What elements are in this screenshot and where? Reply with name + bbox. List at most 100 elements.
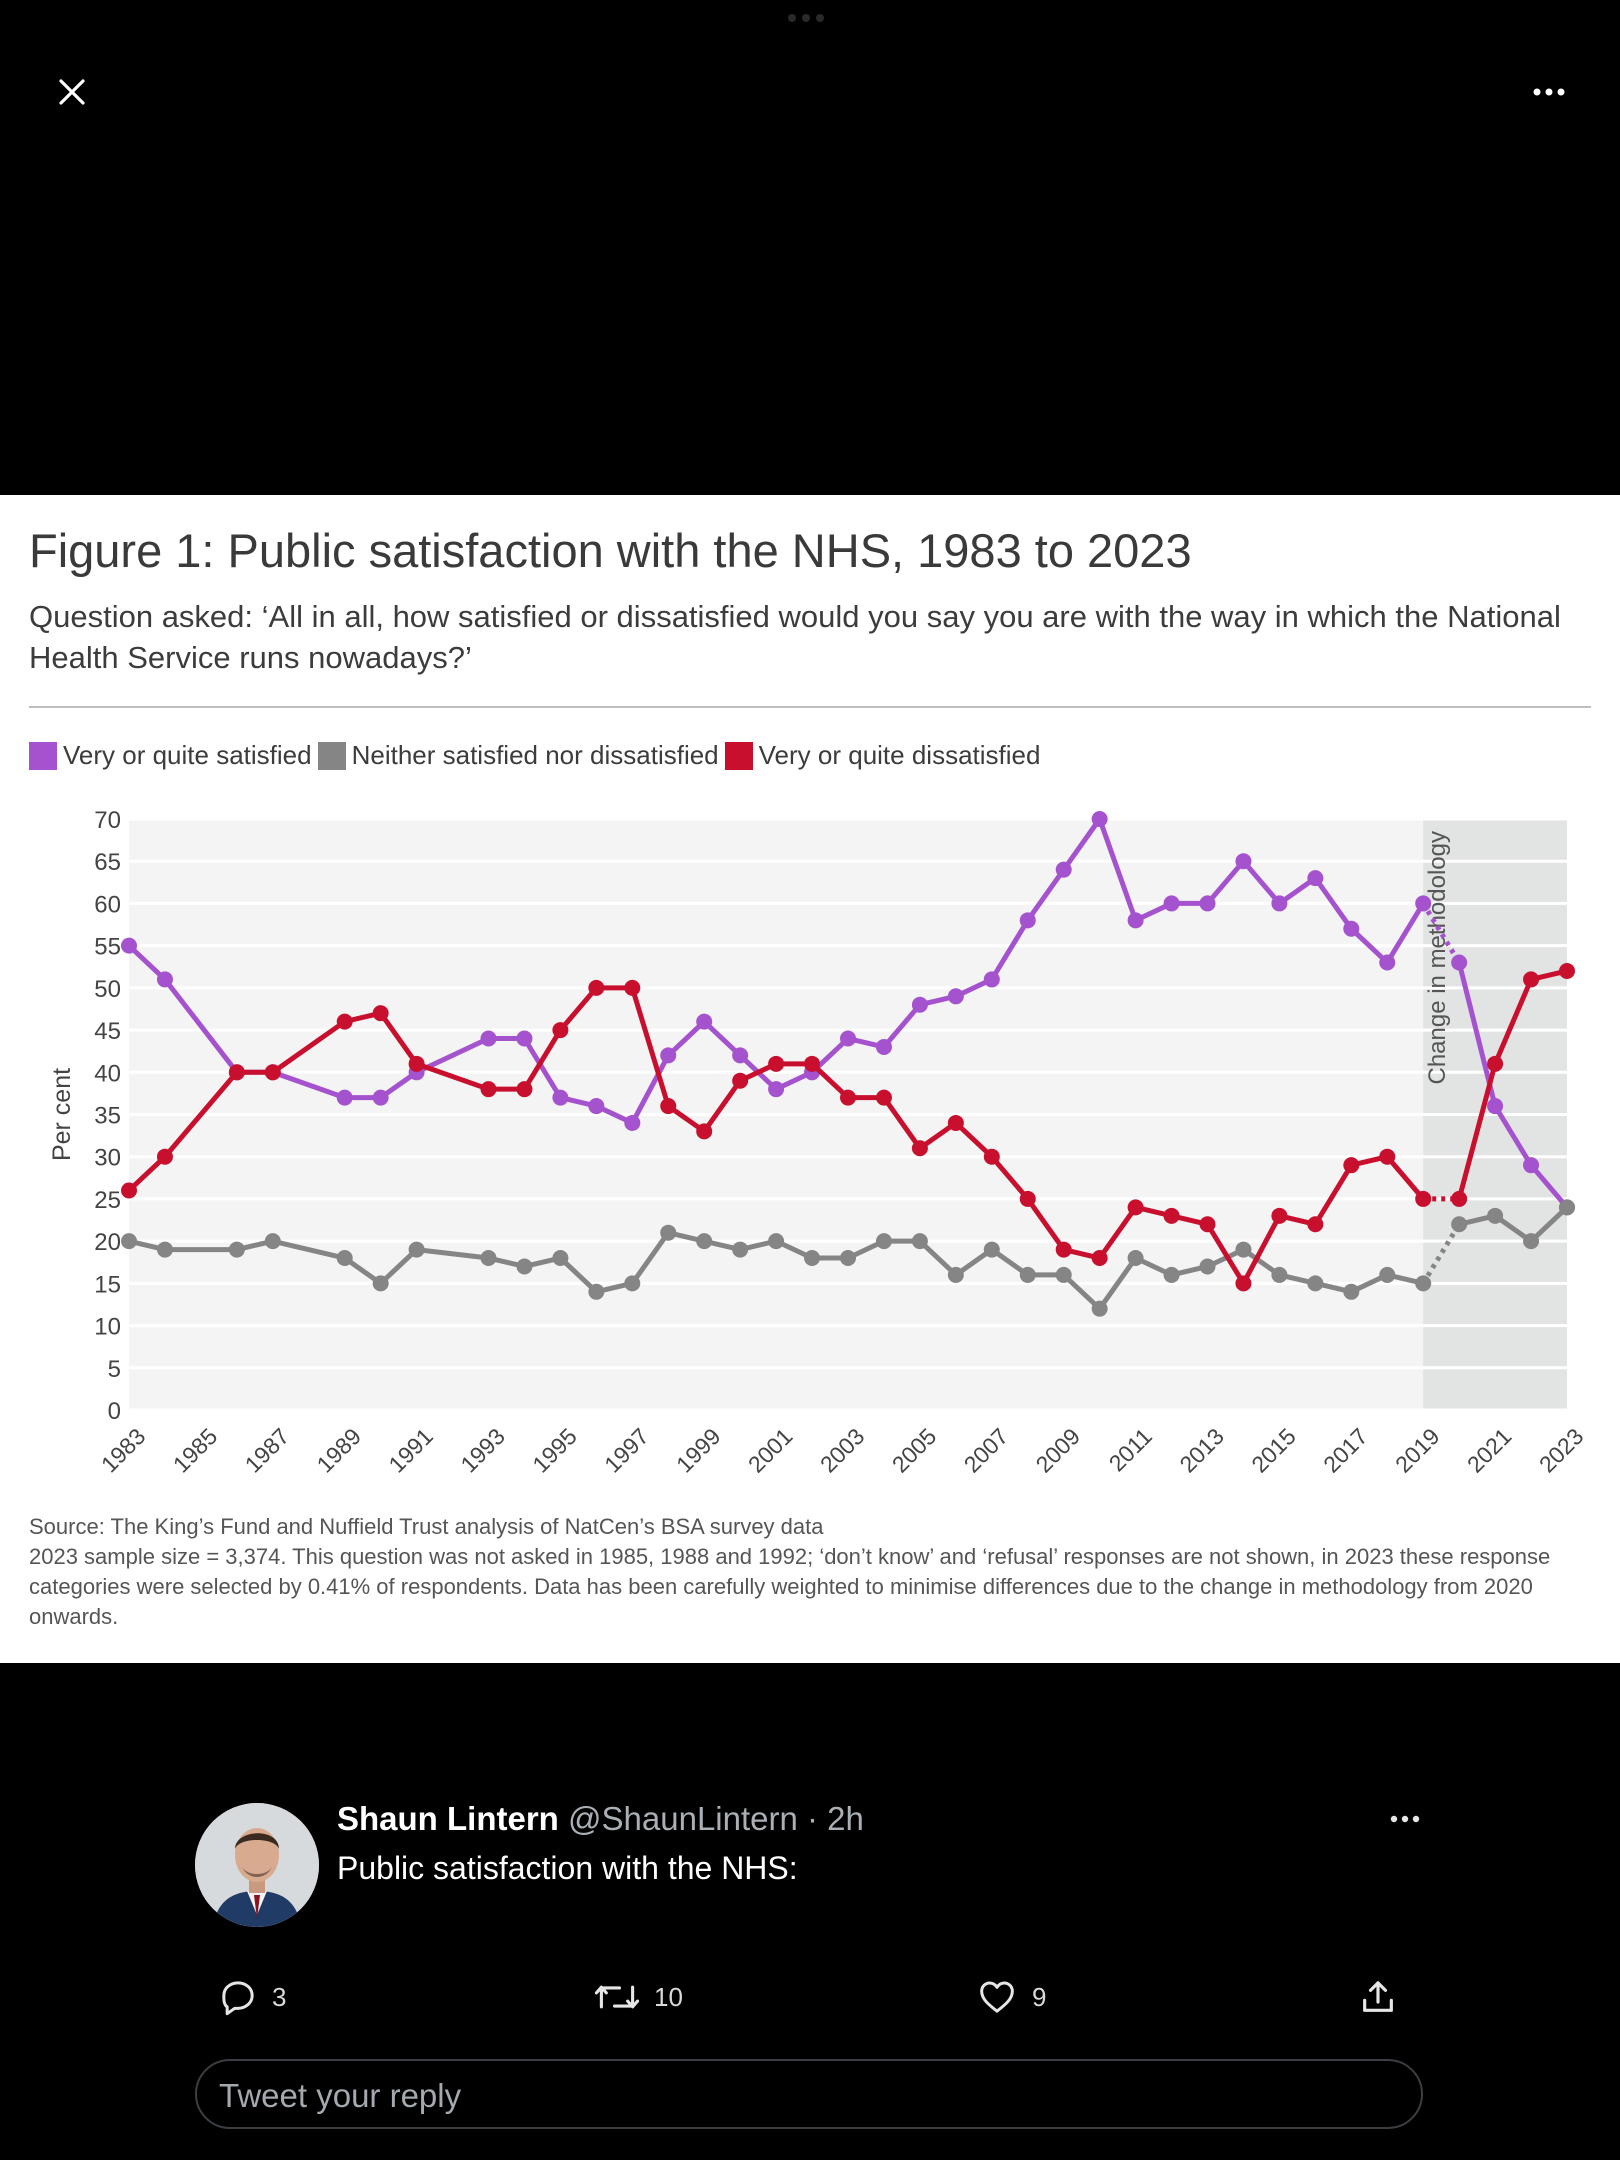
x-tick-label: 1985 xyxy=(168,1423,223,1478)
data-point xyxy=(804,1250,821,1267)
data-point xyxy=(156,1241,173,1258)
more-options-button[interactable] xyxy=(1526,70,1572,114)
data-point xyxy=(660,1047,677,1064)
series-0 xyxy=(121,811,1575,1216)
data-point xyxy=(336,1089,353,1106)
x-tick-label: 1995 xyxy=(527,1423,582,1478)
reply-button[interactable]: 3 xyxy=(218,1977,286,2017)
data-point xyxy=(1235,853,1252,870)
data-point xyxy=(1091,1300,1108,1317)
data-point xyxy=(1523,971,1540,988)
data-point xyxy=(408,1055,425,1072)
x-tick-label: 2007 xyxy=(959,1423,1014,1478)
data-point xyxy=(588,1283,605,1300)
data-point xyxy=(875,1233,892,1250)
series-line xyxy=(127,816,1426,1126)
data-point xyxy=(1199,895,1216,912)
y-tick-label: 60 xyxy=(94,891,121,918)
x-tick-label: 2015 xyxy=(1246,1423,1301,1478)
share-icon xyxy=(1363,1981,1393,2012)
data-point xyxy=(372,1089,389,1106)
tweet-time: 2h xyxy=(827,1800,864,1837)
data-point xyxy=(804,1055,821,1072)
data-point xyxy=(1523,1233,1540,1250)
data-point xyxy=(121,1233,137,1250)
data-point xyxy=(1163,895,1180,912)
series-line xyxy=(127,985,1426,1286)
x-tick-label: 2023 xyxy=(1534,1423,1589,1478)
grabber-handle[interactable] xyxy=(788,14,824,22)
data-point xyxy=(983,971,1000,988)
x-tick-label: 2019 xyxy=(1390,1423,1445,1478)
x-tick-label: 1983 xyxy=(96,1423,151,1478)
data-point xyxy=(983,1148,1000,1165)
reply-icon xyxy=(222,1981,254,2016)
chart-source-note: Source: The King’s Fund and Nuffield Tru… xyxy=(29,1512,1599,1632)
data-point xyxy=(1451,1216,1468,1233)
data-point xyxy=(480,1081,497,1098)
data-point xyxy=(947,1114,964,1131)
tweet: Shaun Lintern @ShaunLintern · 2h Public … xyxy=(0,1770,1620,2160)
retweet-icon xyxy=(594,1985,640,2009)
y-tick-label: 5 xyxy=(108,1356,121,1383)
data-point xyxy=(480,1250,497,1267)
data-point xyxy=(1415,1275,1432,1292)
data-point xyxy=(768,1081,785,1098)
data-point xyxy=(336,1013,353,1030)
avatar[interactable] xyxy=(195,1803,319,1927)
legend-item-dissatisfied: Very or quite dissatisfied xyxy=(724,740,1040,771)
data-point xyxy=(372,1005,389,1022)
figure-subtitle: Question asked: ‘All in all, how satisfi… xyxy=(29,599,1561,675)
data-point xyxy=(624,1275,641,1292)
methodology-annotation: Change in methodology xyxy=(1424,831,1451,1085)
x-tick-label: 2021 xyxy=(1462,1423,1517,1478)
like-button[interactable]: 9 xyxy=(976,1977,1046,2017)
y-tick-label: 20 xyxy=(94,1229,121,1256)
data-point xyxy=(1451,1190,1468,1207)
figure-image[interactable]: Figure 1: Public satisfaction with the N… xyxy=(0,495,1620,1663)
y-tick-label: 45 xyxy=(94,1018,121,1045)
y-tick-label: 55 xyxy=(94,934,121,961)
data-point xyxy=(1199,1258,1216,1275)
heart-icon xyxy=(980,1981,1014,2013)
data-point xyxy=(1199,1216,1216,1233)
data-point xyxy=(1523,1157,1540,1174)
y-tick-label: 35 xyxy=(94,1103,121,1130)
data-point xyxy=(336,1250,353,1267)
source-line: Source: The King’s Fund and Nuffield Tru… xyxy=(29,1514,824,1539)
x-tick-label: 1993 xyxy=(455,1423,510,1478)
data-point xyxy=(1055,1241,1072,1258)
data-point xyxy=(947,1266,964,1283)
share-button[interactable] xyxy=(1358,1977,1398,2017)
series-line xyxy=(1458,1205,1569,1244)
tweet-text: Public satisfaction with the NHS: xyxy=(337,1850,798,1886)
retweet-button[interactable]: 10 xyxy=(594,1977,683,2017)
data-point xyxy=(552,1250,569,1267)
data-point xyxy=(1307,1216,1324,1233)
data-point xyxy=(1487,1207,1504,1224)
tweet-more-button[interactable] xyxy=(1390,1810,1424,1830)
close-button[interactable] xyxy=(50,70,94,114)
x-tick-label: 2011 xyxy=(1104,1423,1157,1476)
data-point xyxy=(875,1038,892,1055)
author-handle[interactable]: @ShaunLintern xyxy=(568,1800,798,1837)
data-point xyxy=(1127,912,1144,929)
legend-swatch xyxy=(29,741,57,770)
data-point xyxy=(1343,1283,1360,1300)
data-point xyxy=(624,979,641,996)
x-tick-label: 2009 xyxy=(1031,1423,1086,1478)
author-name[interactable]: Shaun Lintern xyxy=(337,1800,559,1837)
data-point xyxy=(1163,1207,1180,1224)
data-point xyxy=(1019,1266,1036,1283)
data-point xyxy=(516,1258,533,1275)
series-2 xyxy=(121,962,1575,1292)
reply-count: 3 xyxy=(272,1981,287,2012)
data-point xyxy=(1415,1190,1432,1207)
divider xyxy=(29,706,1591,708)
data-point xyxy=(1379,1148,1396,1165)
reply-input[interactable]: Tweet your reply xyxy=(195,2059,1423,2129)
data-point xyxy=(516,1030,533,1047)
data-point xyxy=(768,1233,785,1250)
data-point xyxy=(156,1148,173,1165)
data-point xyxy=(1127,1250,1144,1267)
